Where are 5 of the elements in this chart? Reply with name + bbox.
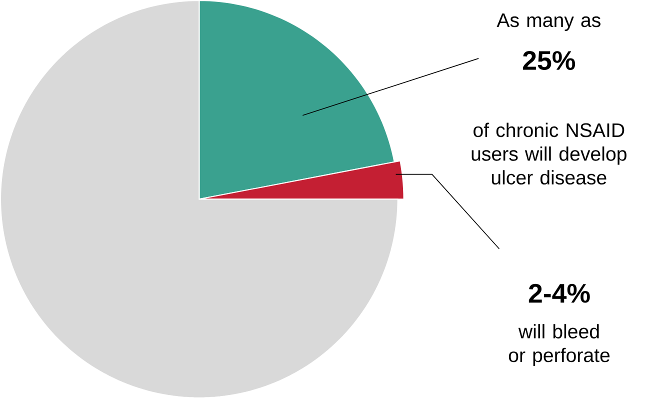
- text: of chronic NSAID users will develop ulcer disease: [472, 122, 626, 184]
- text: As many as: [496, 13, 600, 31]
- text: 2-4%: [528, 284, 590, 303]
- text: will bleed or perforate: [508, 324, 610, 366]
- text: 25%: [523, 50, 576, 70]
